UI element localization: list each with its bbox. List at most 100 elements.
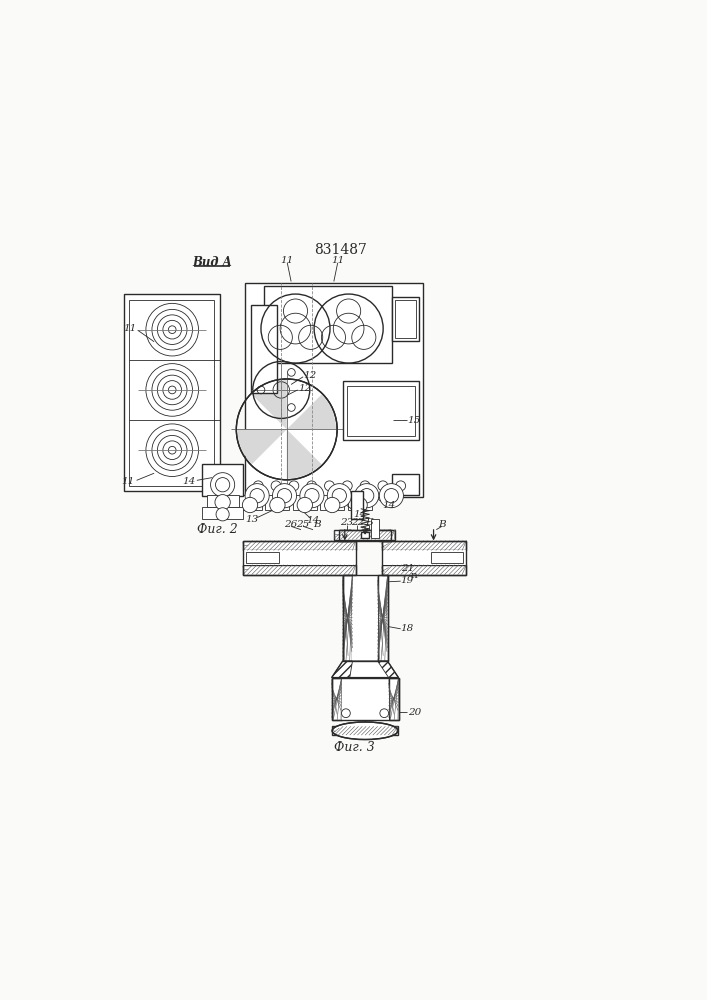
Bar [382, 550, 467, 565]
Bar [332, 678, 399, 720]
Text: 14: 14 [382, 501, 395, 510]
Circle shape [215, 495, 230, 510]
Text: n: n [411, 571, 418, 580]
Text: 11: 11 [124, 324, 136, 333]
Bar [339, 530, 351, 541]
Bar [392, 297, 419, 341]
Text: Фиг. 3: Фиг. 3 [334, 741, 375, 754]
Text: Б: Б [366, 518, 373, 527]
Bar [245, 283, 423, 497]
Text: 13: 13 [245, 515, 258, 524]
Bar [378, 575, 387, 661]
Circle shape [380, 709, 389, 718]
Bar [201, 464, 243, 496]
Bar [206, 495, 238, 507]
Bar [431, 552, 462, 563]
Bar [370, 519, 379, 538]
Bar [124, 294, 220, 491]
Ellipse shape [332, 722, 398, 740]
Bar [245, 552, 279, 563]
Bar [320, 495, 344, 510]
Bar [341, 678, 389, 720]
Text: 21: 21 [401, 564, 414, 573]
Text: 18: 18 [401, 624, 414, 633]
Bar [339, 530, 391, 541]
Bar [332, 678, 341, 720]
Bar [201, 507, 243, 519]
Circle shape [272, 484, 297, 508]
Circle shape [360, 489, 374, 503]
Circle shape [243, 497, 257, 513]
Circle shape [355, 484, 379, 508]
Bar [250, 305, 277, 393]
Text: 14: 14 [182, 477, 195, 486]
Bar [392, 474, 419, 495]
Bar [332, 726, 398, 735]
Wedge shape [252, 380, 287, 429]
Text: 22: 22 [351, 518, 364, 527]
Text: 11: 11 [281, 256, 294, 265]
Wedge shape [287, 395, 336, 429]
Circle shape [300, 484, 324, 508]
Circle shape [327, 484, 351, 508]
Bar [238, 495, 262, 510]
Text: 23: 23 [340, 518, 354, 527]
Circle shape [332, 489, 346, 503]
Text: Фиг. 2: Фиг. 2 [197, 523, 238, 536]
Bar [395, 300, 416, 338]
Text: 11: 11 [331, 256, 344, 265]
Bar [382, 541, 467, 575]
Bar [361, 532, 370, 538]
Text: 19: 19 [401, 576, 414, 585]
Bar [351, 530, 379, 541]
Bar [293, 495, 317, 510]
Text: Вид A: Вид A [192, 256, 231, 269]
Circle shape [297, 497, 312, 513]
Text: 26: 26 [284, 520, 298, 529]
Circle shape [277, 489, 292, 503]
Circle shape [211, 473, 235, 497]
Text: 12: 12 [298, 384, 311, 393]
Text: 14: 14 [306, 516, 320, 525]
Circle shape [216, 508, 229, 521]
Circle shape [270, 497, 285, 513]
Bar [343, 575, 387, 661]
Text: 12: 12 [304, 371, 317, 380]
Circle shape [245, 484, 269, 508]
Text: 15: 15 [408, 416, 421, 425]
Text: 831487: 831487 [314, 243, 367, 257]
Circle shape [250, 489, 264, 503]
Wedge shape [238, 429, 287, 464]
Wedge shape [287, 429, 322, 479]
Bar [343, 575, 353, 661]
Circle shape [380, 484, 404, 508]
Bar [353, 575, 378, 661]
Text: В: В [313, 520, 321, 529]
Bar [379, 530, 391, 541]
Bar [382, 541, 467, 550]
Bar [382, 565, 467, 575]
Circle shape [341, 709, 350, 718]
Text: 11: 11 [122, 477, 135, 486]
Bar [129, 300, 214, 486]
Circle shape [385, 489, 399, 503]
Circle shape [325, 497, 340, 513]
Text: В: В [438, 520, 445, 529]
Bar [348, 495, 372, 510]
Text: 20: 20 [408, 708, 421, 717]
Text: 14: 14 [353, 510, 366, 519]
Bar [334, 530, 395, 540]
Bar [243, 541, 356, 575]
Bar [264, 286, 392, 363]
Circle shape [352, 497, 367, 513]
Circle shape [305, 489, 319, 503]
Bar [389, 678, 399, 720]
Bar [243, 541, 356, 550]
Bar [351, 491, 363, 519]
Bar [343, 381, 419, 440]
Bar [243, 565, 356, 575]
Polygon shape [332, 661, 399, 678]
Text: 25: 25 [296, 520, 310, 529]
Bar [347, 386, 415, 436]
Bar [265, 495, 289, 510]
